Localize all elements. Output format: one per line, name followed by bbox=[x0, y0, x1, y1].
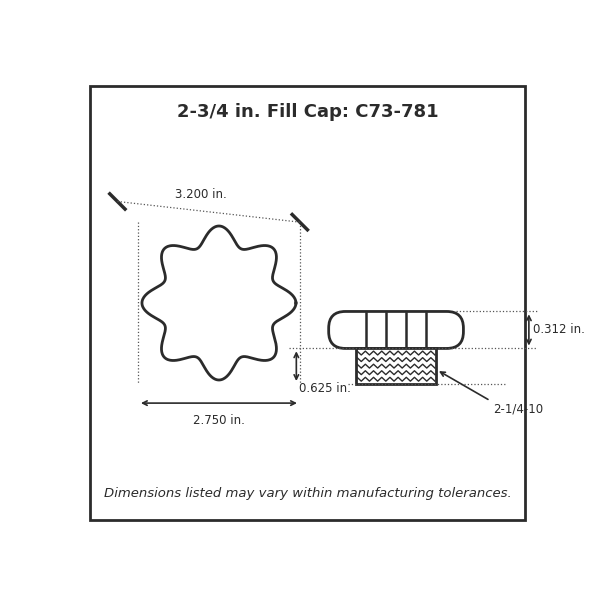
Text: 0.312 in.: 0.312 in. bbox=[533, 323, 586, 337]
Bar bbox=[356, 349, 436, 384]
Text: Dimensions listed may vary within manufacturing tolerances.: Dimensions listed may vary within manufa… bbox=[104, 487, 511, 500]
FancyBboxPatch shape bbox=[329, 311, 463, 349]
Text: 2.750 in.: 2.750 in. bbox=[193, 414, 245, 427]
Text: 2-1/4-10: 2-1/4-10 bbox=[493, 403, 544, 415]
Text: 3.200 in.: 3.200 in. bbox=[175, 188, 227, 201]
Text: 0.625 in.: 0.625 in. bbox=[299, 382, 350, 395]
Text: 2-3/4 in. Fill Cap: C73-781: 2-3/4 in. Fill Cap: C73-781 bbox=[176, 103, 439, 121]
